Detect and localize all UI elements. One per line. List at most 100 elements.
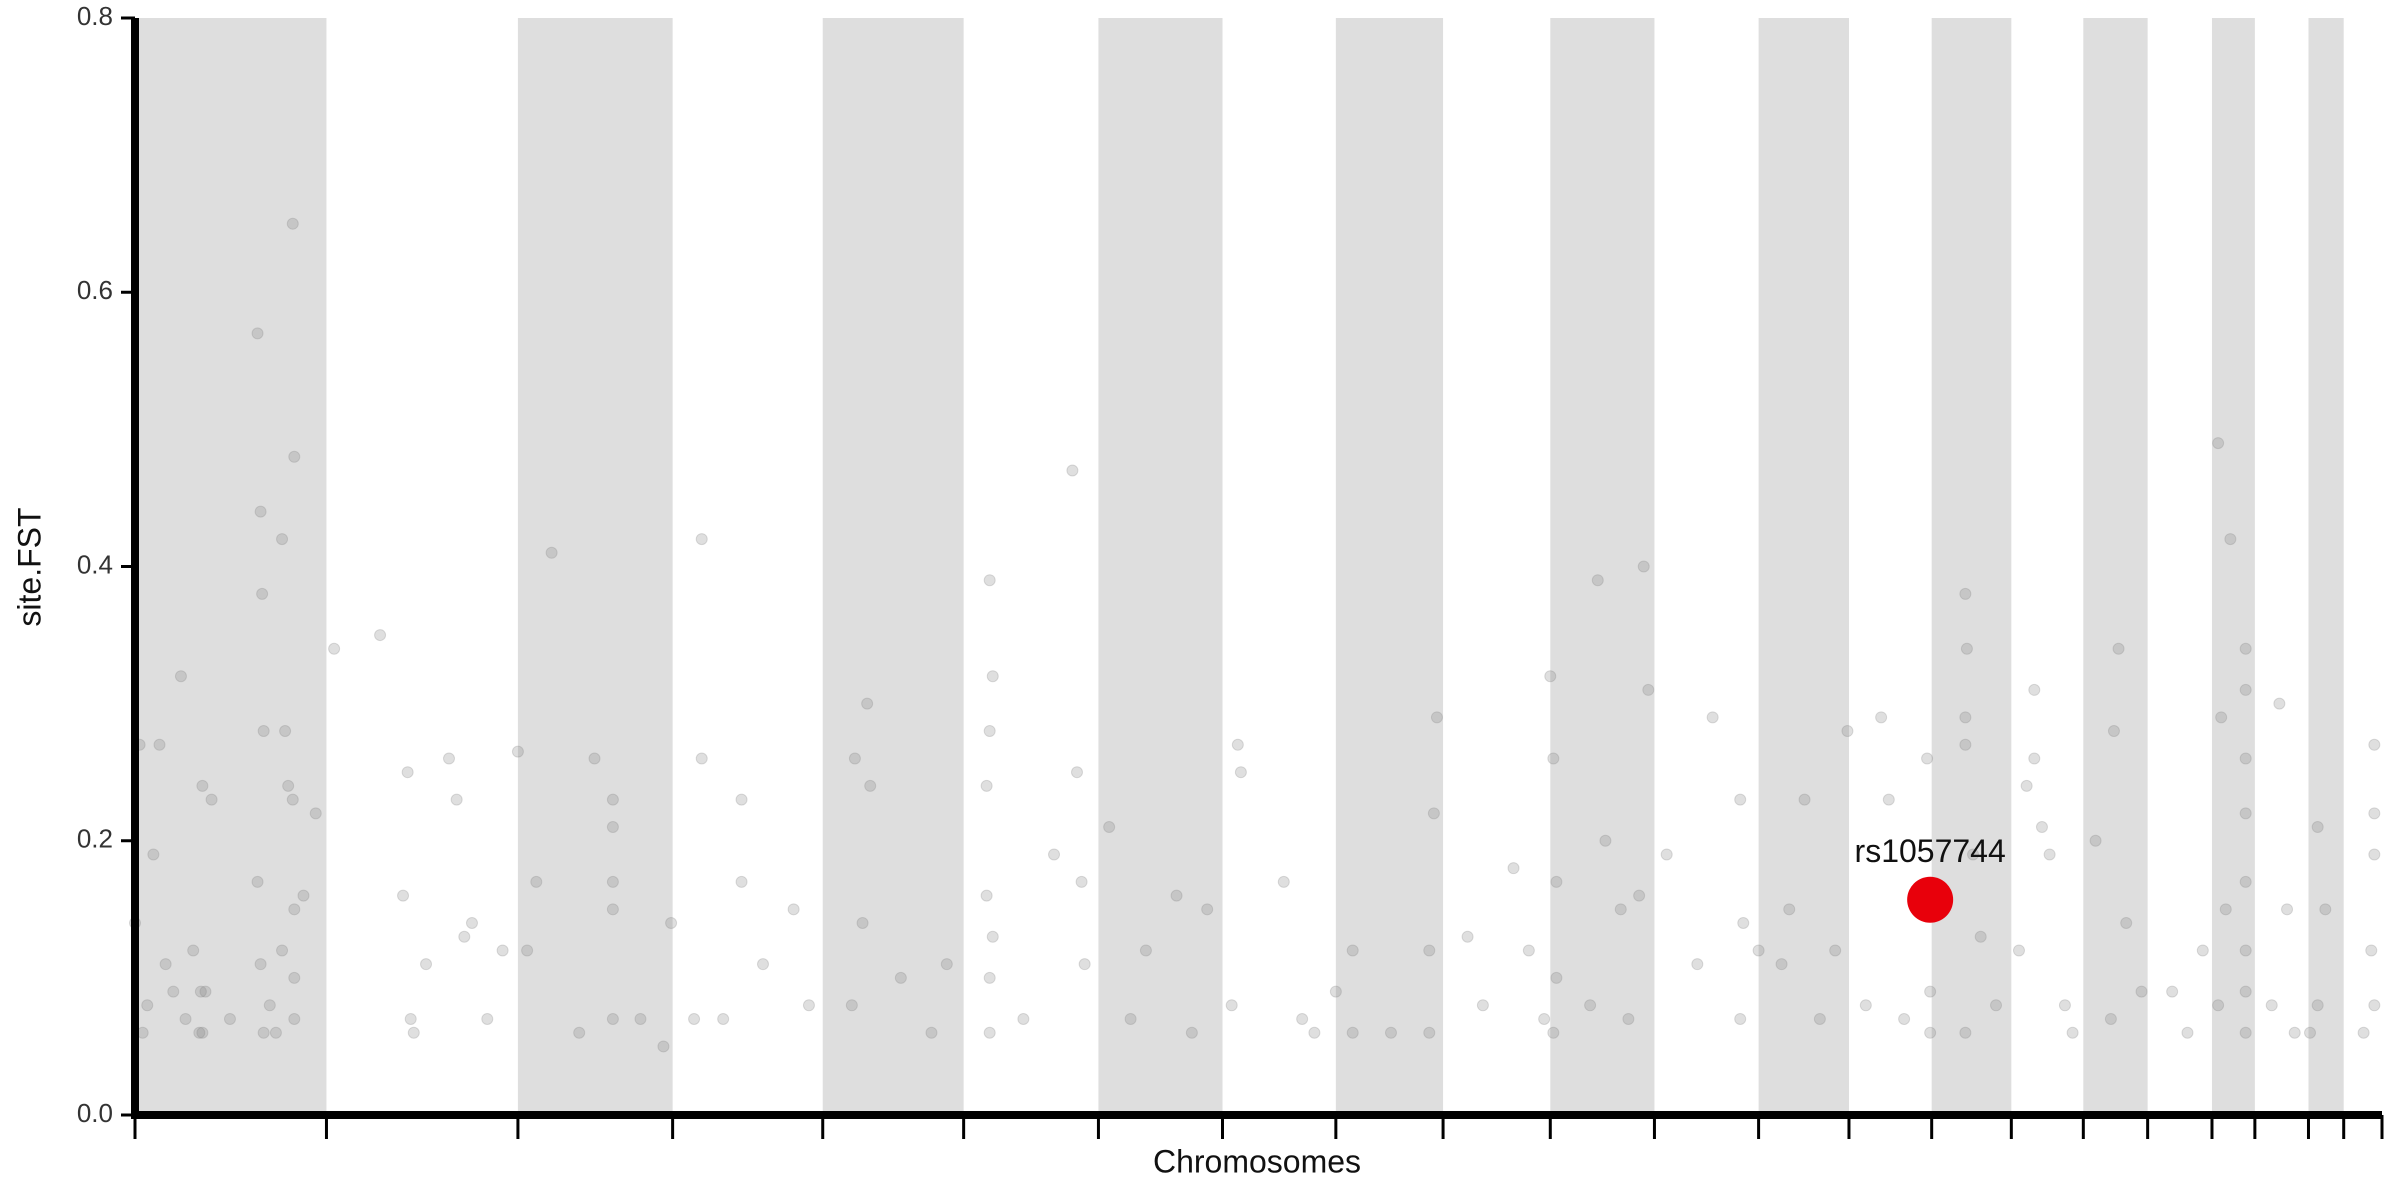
data-point (286, 217, 299, 230)
data-point (2212, 437, 2225, 450)
data-point (153, 738, 166, 751)
points: rs1057744 (129, 217, 2381, 1053)
data-point (481, 1013, 494, 1026)
data-point (276, 533, 289, 546)
data-point (1614, 903, 1627, 916)
data-point (1882, 793, 1895, 806)
data-point (1550, 875, 1563, 888)
data-point (1139, 944, 1152, 957)
data-point (940, 958, 953, 971)
bands (135, 18, 2344, 1115)
data-point (588, 752, 601, 765)
data-point (2181, 1026, 2194, 1039)
data-point (1633, 889, 1646, 902)
data-point (606, 903, 619, 916)
data-point (2089, 834, 2102, 847)
y-tick-label: 0.0 (77, 1098, 113, 1128)
data-point (2166, 985, 2179, 998)
data-point (980, 889, 993, 902)
data-point (665, 917, 678, 930)
data-point (1547, 1026, 1560, 1039)
data-point (196, 1026, 209, 1039)
data-point (1959, 1026, 1972, 1039)
data-point (450, 793, 463, 806)
data-point (420, 958, 433, 971)
data-point (511, 745, 524, 758)
y-tick-label: 0.8 (77, 1, 113, 31)
data-point (279, 725, 292, 738)
data-point (2219, 903, 2232, 916)
data-point (530, 875, 543, 888)
data-point (2135, 985, 2148, 998)
y-tick-label: 0.2 (77, 824, 113, 854)
data-point (864, 779, 877, 792)
data-point (1660, 848, 1673, 861)
y-tick-label: 0.4 (77, 549, 113, 579)
data-point (2104, 1013, 2117, 1026)
data-point (1734, 793, 1747, 806)
data-point (286, 793, 299, 806)
data-point (2239, 944, 2252, 957)
data-point (1544, 670, 1557, 683)
data-point (657, 1040, 670, 1053)
data-point (1591, 574, 1604, 587)
data-point (606, 875, 619, 888)
data-point (2224, 533, 2237, 546)
data-point (199, 985, 212, 998)
data-point (2239, 1026, 2252, 1039)
data-point (2012, 944, 2025, 957)
chromosome-band (822, 18, 964, 1115)
y-tick-label: 0.6 (77, 275, 113, 305)
data-point (269, 1026, 282, 1039)
data-point (1841, 725, 1854, 738)
data-point (1346, 1026, 1359, 1039)
data-point (1522, 944, 1535, 957)
data-point (1584, 999, 1597, 1012)
data-point (1048, 848, 1061, 861)
data-point (496, 944, 509, 957)
data-point (848, 752, 861, 765)
data-point (254, 958, 267, 971)
data-point (1898, 1013, 1911, 1026)
data-point (1329, 985, 1342, 998)
data-point (1752, 944, 1765, 957)
data-point (1706, 711, 1719, 724)
data-point (787, 903, 800, 916)
data-point (1277, 875, 1290, 888)
data-point (1599, 834, 1612, 847)
data-point (1075, 875, 1088, 888)
data-point (1070, 766, 1083, 779)
data-point (802, 999, 815, 1012)
data-point (374, 629, 387, 642)
data-point (1538, 1013, 1551, 1026)
data-point (695, 752, 708, 765)
data-point (442, 752, 455, 765)
data-point (288, 1013, 301, 1026)
data-point (1170, 889, 1183, 902)
data-point (256, 587, 269, 600)
data-point (2028, 683, 2041, 696)
data-point (1990, 999, 2003, 1012)
data-point (159, 958, 172, 971)
data-point (606, 821, 619, 834)
data-point (1959, 738, 1972, 751)
data-point (695, 533, 708, 546)
data-point (1308, 1026, 1321, 1039)
data-point (1231, 738, 1244, 751)
data-point (288, 903, 301, 916)
data-point (1924, 1026, 1937, 1039)
data-point (1017, 1013, 1030, 1026)
data-point (2319, 903, 2332, 916)
data-point (1829, 944, 1842, 957)
data-point (254, 505, 267, 518)
data-point (1967, 848, 1980, 861)
data-point (2215, 711, 2228, 724)
data-point (1423, 944, 1436, 957)
data-point (2112, 642, 2125, 655)
data-point (1423, 1026, 1436, 1039)
data-point (756, 958, 769, 971)
data-point (1924, 985, 1937, 998)
data-point (2058, 999, 2071, 1012)
data-point (2368, 999, 2381, 1012)
